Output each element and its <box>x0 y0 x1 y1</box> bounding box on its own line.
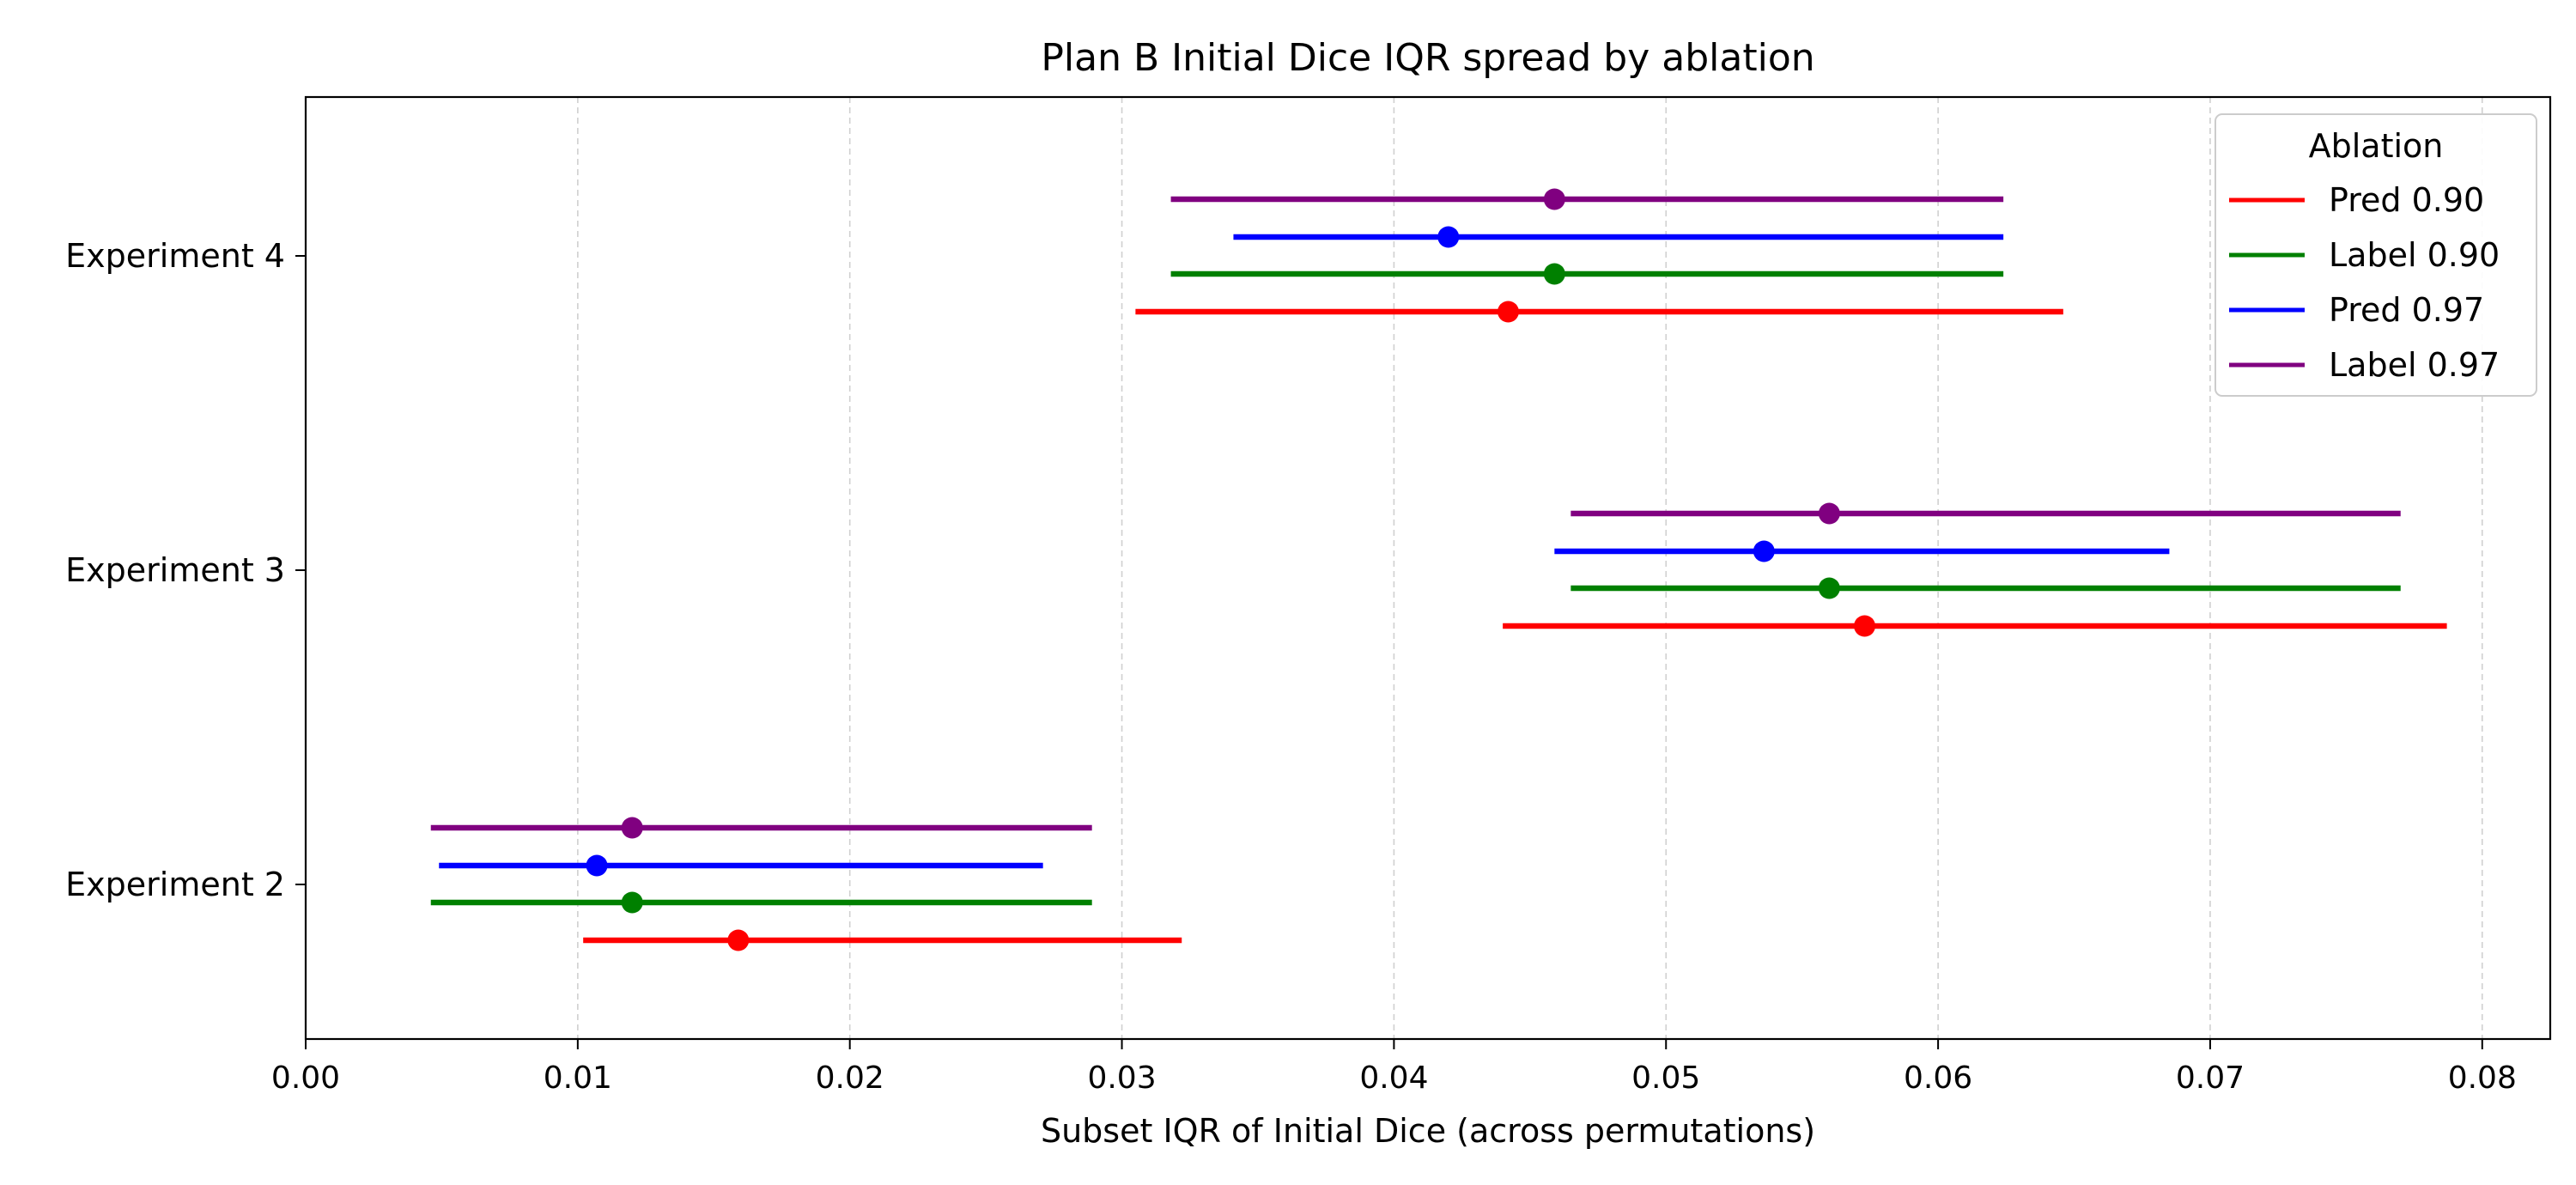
legend-entry: Pred 0.90 <box>2329 181 2484 219</box>
median-point <box>621 891 643 914</box>
median-point <box>621 817 643 839</box>
median-point <box>1497 301 1519 323</box>
y-tick-label: Experiment 3 <box>65 551 285 589</box>
legend-entry: Pred 0.97 <box>2329 291 2484 329</box>
median-point <box>1437 226 1460 248</box>
median-point <box>1854 615 1876 637</box>
median-point <box>727 929 750 951</box>
legend-entry: Label 0.97 <box>2329 346 2500 384</box>
grid-lines <box>577 97 2483 1039</box>
x-tick-label: 0.06 <box>1904 1060 1972 1096</box>
legend: Ablation Pred 0.90 Label 0.90 Pred 0.97 Labe… <box>2215 113 2537 397</box>
x-axis-ticks: 0.00 0.01 0.02 0.03 0.04 0.05 0.06 0.07 0.08 <box>271 1039 2517 1096</box>
y-tick-label: Experiment 4 <box>65 237 285 275</box>
median-point <box>1543 188 1565 210</box>
y-tick-label: Experiment 2 <box>65 866 285 903</box>
x-tick-label: 0.07 <box>2176 1060 2245 1096</box>
x-tick-label: 0.01 <box>544 1060 612 1096</box>
x-tick-label: 0.00 <box>271 1060 340 1096</box>
median-point <box>1818 577 1840 599</box>
x-tick-label: 0.05 <box>1631 1060 1700 1096</box>
x-axis-label: Subset IQR of Initial Dice (across permu… <box>1041 1112 1815 1150</box>
legend-entry: Label 0.90 <box>2329 236 2500 274</box>
x-tick-label: 0.02 <box>816 1060 884 1096</box>
x-tick-label: 0.03 <box>1087 1060 1156 1096</box>
y-axis-ticks: Experiment 2 Experiment 3 Experiment 4 <box>65 237 306 903</box>
median-point <box>1753 540 1775 562</box>
median-point <box>1818 502 1840 525</box>
x-tick-label: 0.04 <box>1359 1060 1428 1096</box>
chart-title: Plan B Initial Dice IQR spread by ablati… <box>1041 36 1814 80</box>
plot-frame <box>304 95 2552 1041</box>
legend-box <box>2215 113 2537 397</box>
plot-marks <box>430 188 2447 951</box>
median-point <box>1543 263 1565 285</box>
median-point <box>586 854 608 877</box>
legend-title: Ablation <box>2309 127 2444 165</box>
x-tick-label: 0.08 <box>2448 1060 2517 1096</box>
